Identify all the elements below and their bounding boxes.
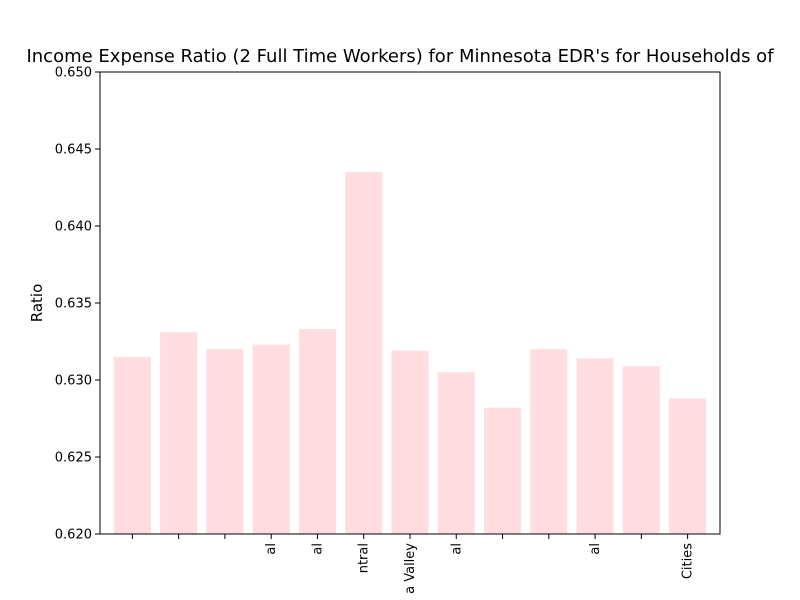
bar-10 xyxy=(530,349,568,534)
y-axis-label: Ratio xyxy=(28,284,46,323)
bar-8 xyxy=(437,372,475,534)
y-tick-label-7: 0.650 xyxy=(55,66,92,81)
x-tick-label-11: al xyxy=(588,543,603,555)
chart-title: Income Expense Ratio (2 Full Time Worker… xyxy=(26,46,774,67)
bar-9 xyxy=(484,407,522,534)
bar-7 xyxy=(391,350,429,534)
x-tick-label-4: al xyxy=(264,543,279,555)
bar-3 xyxy=(206,349,244,534)
y-tick-label-1: 0.620 xyxy=(55,528,92,543)
y-tick-label-4: 0.635 xyxy=(55,297,92,312)
y-tick-label-2: 0.625 xyxy=(55,451,92,466)
y-tick-label-5: 0.640 xyxy=(55,220,92,235)
bar-11 xyxy=(576,358,614,534)
y-axis: 0.620 0.625 0.630 0.635 0.640 0.645 0.650 xyxy=(55,66,100,543)
bar-6 xyxy=(345,172,383,534)
x-tick-label-8: al xyxy=(449,543,464,555)
x-tick-label-6: ntral xyxy=(357,543,372,573)
bar-13 xyxy=(669,398,707,534)
bar-4 xyxy=(252,344,290,534)
bar-12 xyxy=(622,366,660,534)
x-axis: al al ntral a Valley al al Cities xyxy=(131,534,696,594)
x-tick-label-13: Cities xyxy=(681,543,696,579)
bar-2 xyxy=(160,332,198,534)
bar-5 xyxy=(298,329,336,534)
x-tick-label-5: al xyxy=(310,543,325,555)
bar-1 xyxy=(113,356,151,534)
bars-group xyxy=(113,172,707,534)
y-tick-label-3: 0.630 xyxy=(55,374,92,389)
y-tick-label-6: 0.645 xyxy=(55,143,92,158)
x-tick-label-7: a Valley xyxy=(403,543,418,594)
plot-frame xyxy=(99,71,721,535)
